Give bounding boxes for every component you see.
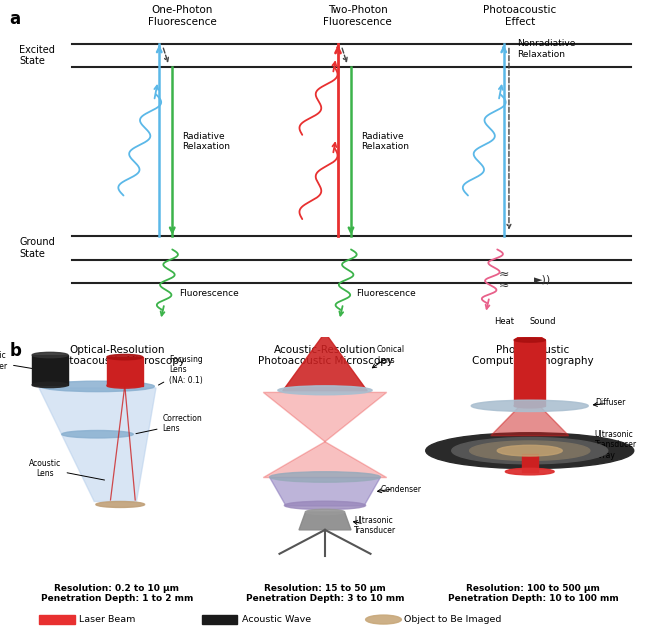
Ellipse shape <box>270 472 380 482</box>
Text: ≈
≈: ≈ ≈ <box>499 268 509 292</box>
Polygon shape <box>491 406 569 436</box>
Text: Fluorescence: Fluorescence <box>179 289 239 298</box>
Text: Resolution: 15 to 50 μm
Penetration Depth: 3 to 10 mm: Resolution: 15 to 50 μm Penetration Dept… <box>246 584 404 603</box>
Ellipse shape <box>426 432 634 469</box>
Ellipse shape <box>497 445 562 456</box>
Ellipse shape <box>62 431 133 438</box>
Text: Ultrasonic
Transducer: Ultrasonic Transducer <box>354 516 396 535</box>
Ellipse shape <box>366 615 402 624</box>
Text: b: b <box>10 342 21 359</box>
Ellipse shape <box>514 404 545 408</box>
Text: Optical-Resolution
Photoacoustic Microscopy: Optical-Resolution Photoacoustic Microsc… <box>49 345 185 366</box>
Text: Excited
State: Excited State <box>20 45 55 66</box>
Text: One-Photon
Fluorescence: One-Photon Fluorescence <box>148 5 216 27</box>
Ellipse shape <box>471 400 588 411</box>
Text: Ultrasonic
Transducer: Ultrasonic Transducer <box>0 351 47 371</box>
Ellipse shape <box>278 386 372 395</box>
Text: Sound: Sound <box>530 317 556 326</box>
Text: Ultrasonic
Transducer
Array: Ultrasonic Transducer Array <box>595 430 637 460</box>
Bar <box>514 340 545 406</box>
Ellipse shape <box>96 501 144 508</box>
Ellipse shape <box>452 438 608 464</box>
Text: Resolution: 0.2 to 10 μm
Penetration Depth: 1 to 2 mm: Resolution: 0.2 to 10 μm Penetration Dep… <box>41 584 193 603</box>
Bar <box>39 615 75 625</box>
Ellipse shape <box>32 382 68 387</box>
Text: Acoustic Wave: Acoustic Wave <box>242 615 311 624</box>
Ellipse shape <box>32 352 68 357</box>
Text: ►)): ►)) <box>534 275 551 285</box>
Text: Nonradiative
Relaxation: Nonradiative Relaxation <box>517 39 575 59</box>
Bar <box>107 357 143 385</box>
Polygon shape <box>299 512 351 530</box>
Text: a: a <box>10 10 21 28</box>
Ellipse shape <box>514 338 545 342</box>
Text: Photoacoustic
Computed Tomography: Photoacoustic Computed Tomography <box>472 345 594 366</box>
Text: Resolution: 100 to 500 μm
Penetration Depth: 10 to 100 mm: Resolution: 100 to 500 μm Penetration De… <box>448 584 618 603</box>
Ellipse shape <box>285 501 365 509</box>
Ellipse shape <box>306 509 345 515</box>
Text: Acoustic-Resolution
Photoacoustic Microscopy: Acoustic-Resolution Photoacoustic Micros… <box>257 345 393 366</box>
Bar <box>522 453 538 472</box>
Text: Heat: Heat <box>494 317 514 326</box>
Text: Correction
Lens: Correction Lens <box>136 414 202 434</box>
Polygon shape <box>270 478 380 506</box>
Bar <box>32 355 68 385</box>
Text: Laser Beam: Laser Beam <box>79 615 136 624</box>
Ellipse shape <box>469 441 590 460</box>
Text: Focusing
Lens
(NA: 0.1): Focusing Lens (NA: 0.1) <box>159 355 203 385</box>
Polygon shape <box>514 329 545 340</box>
Ellipse shape <box>506 468 554 475</box>
Ellipse shape <box>107 354 143 360</box>
Polygon shape <box>263 392 387 442</box>
Text: Acoustic
Lens: Acoustic Lens <box>29 459 105 480</box>
Text: Conical
Lens: Conical Lens <box>377 345 405 364</box>
Ellipse shape <box>40 381 155 392</box>
Text: Condenser: Condenser <box>380 485 421 494</box>
Polygon shape <box>283 333 367 391</box>
Text: Fluorescence: Fluorescence <box>356 289 416 298</box>
Text: Radiative
Relaxation: Radiative Relaxation <box>182 132 230 151</box>
Polygon shape <box>39 388 156 501</box>
Text: Radiative
Relaxation: Radiative Relaxation <box>361 132 409 151</box>
Ellipse shape <box>107 383 143 388</box>
Text: Photoacoustic
Effect: Photoacoustic Effect <box>484 5 556 27</box>
Text: Object to Be Imaged: Object to Be Imaged <box>404 615 502 624</box>
Text: Ground
State: Ground State <box>20 237 55 259</box>
Text: Diffuser: Diffuser <box>595 398 625 407</box>
Polygon shape <box>263 442 387 478</box>
Text: Two-Photon
Fluorescence: Two-Photon Fluorescence <box>323 5 392 27</box>
Bar <box>202 615 237 625</box>
